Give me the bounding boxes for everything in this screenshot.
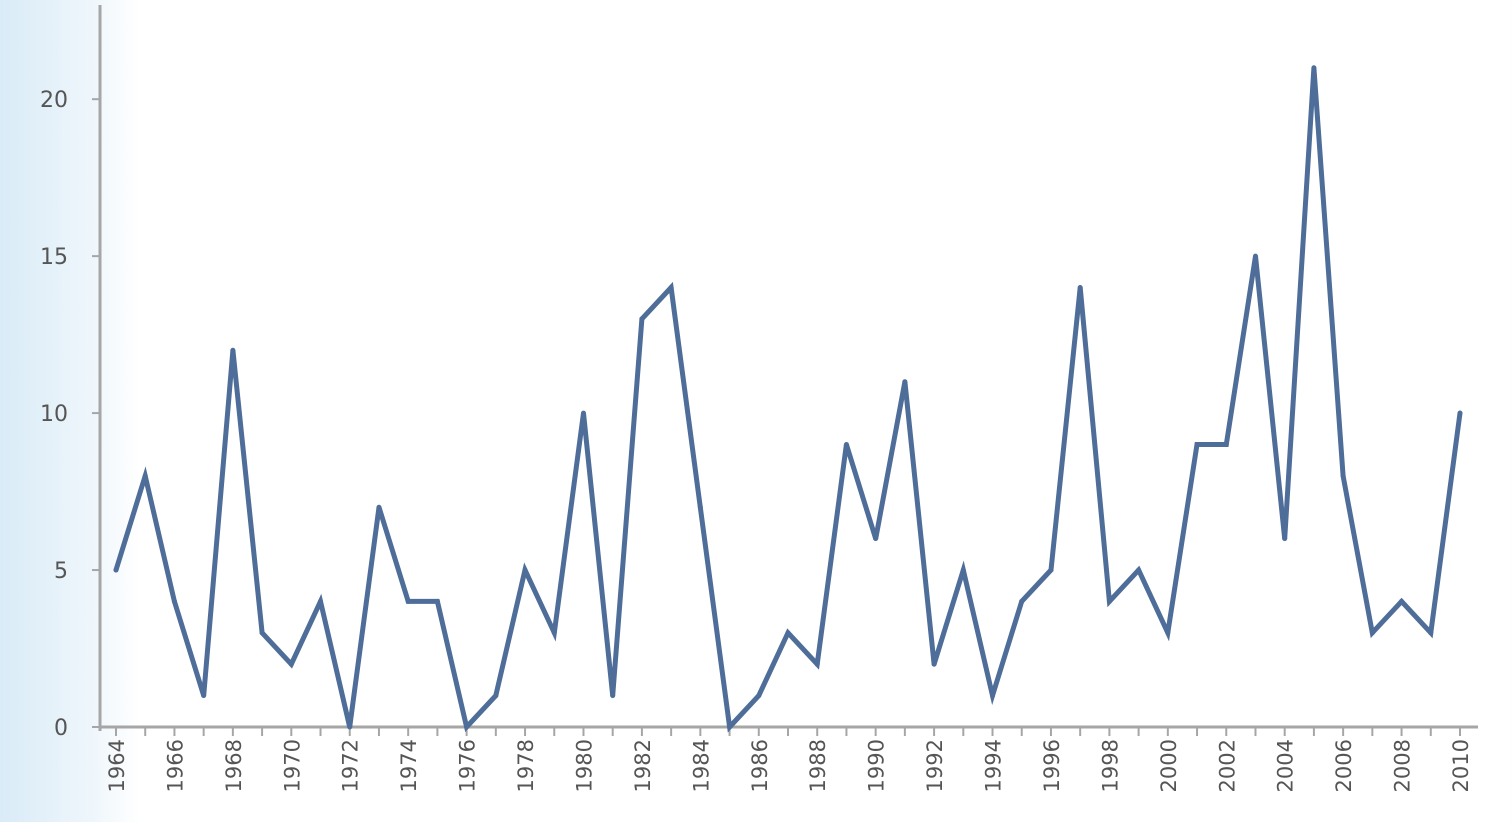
data-point (1457, 410, 1463, 416)
x-tick-label: 2006 (1332, 739, 1356, 792)
data-point (464, 724, 470, 730)
x-tick-label: 1988 (806, 739, 830, 792)
data-point (1252, 253, 1258, 259)
y-tick-label: 20 (40, 88, 68, 113)
data-point (1077, 285, 1083, 291)
series-line (113, 67, 1463, 733)
x-tick-label: 1998 (1098, 739, 1122, 792)
x-tick-label: 2010 (1449, 739, 1473, 792)
data-point (931, 661, 937, 667)
data-point (990, 693, 996, 699)
data-point (142, 473, 148, 479)
data-point (434, 598, 440, 604)
data-point (1399, 598, 1405, 604)
data-point (1369, 630, 1375, 636)
y-axis-ticks: 0 5 10 15 20 (40, 88, 100, 741)
data-point (639, 316, 645, 322)
x-tick-label: 1992 (923, 739, 947, 792)
x-tick-label: 2002 (1215, 739, 1239, 792)
x-tick-label: 2004 (1274, 739, 1298, 792)
data-point (873, 536, 879, 542)
data-point (113, 567, 119, 573)
x-tick-label: 1976 (456, 739, 480, 792)
data-point (1311, 65, 1317, 71)
data-point (668, 285, 674, 291)
x-tick-label: 1966 (163, 739, 187, 792)
data-point (1136, 567, 1142, 573)
data-point (1019, 598, 1025, 604)
data-point (902, 379, 908, 385)
data-point (230, 347, 236, 353)
x-tick-label: 1974 (397, 739, 421, 792)
y-tick-label: 5 (54, 559, 68, 584)
x-tick-label: 1978 (514, 739, 538, 792)
x-axis-ticks: 1964 1966 1968 1970 1972 1974 1976 1978 1980 1982… (105, 727, 1473, 792)
data-point (1428, 630, 1434, 636)
y-tick-label: 10 (40, 402, 68, 427)
data-point (727, 724, 733, 730)
data-point (347, 724, 353, 730)
y-tick-label: 0 (54, 716, 68, 741)
data-point (814, 661, 820, 667)
data-point (697, 504, 703, 510)
x-tick-label: 1990 (865, 739, 889, 792)
data-point (551, 630, 557, 636)
x-tick-label: 1986 (748, 739, 772, 792)
data-point (522, 567, 528, 573)
x-tick-label: 1972 (339, 739, 363, 792)
data-point (610, 693, 616, 699)
data-point (1340, 473, 1346, 479)
data-point (1048, 567, 1054, 573)
data-point (318, 598, 324, 604)
data-point (171, 598, 177, 604)
y-tick-label: 15 (40, 245, 68, 270)
x-tick-label: 1984 (689, 739, 713, 792)
data-point (1194, 441, 1200, 447)
data-point (843, 441, 849, 447)
x-tick-label: 2008 (1391, 739, 1415, 792)
x-tick-label: 1996 (1040, 739, 1064, 792)
data-point (1223, 441, 1229, 447)
data-point (288, 661, 294, 667)
x-tick-label: 2000 (1157, 739, 1181, 792)
x-tick-label: 1964 (105, 739, 129, 792)
data-point (1106, 598, 1112, 604)
data-point (1282, 536, 1288, 542)
data-point (376, 504, 382, 510)
x-tick-label: 1994 (982, 739, 1006, 792)
data-point (201, 693, 207, 699)
data-point (1165, 630, 1171, 636)
data-point (756, 693, 762, 699)
x-tick-label: 1980 (572, 739, 596, 792)
axes (98, 5, 1478, 731)
data-point (960, 567, 966, 573)
data-point (259, 630, 265, 636)
x-tick-label: 1982 (631, 739, 655, 792)
data-point (785, 630, 791, 636)
data-point (493, 693, 499, 699)
x-tick-label: 1968 (222, 739, 246, 792)
x-tick-label: 1970 (280, 739, 304, 792)
series-group (113, 65, 1463, 733)
data-point (580, 410, 586, 416)
data-point (405, 598, 411, 604)
